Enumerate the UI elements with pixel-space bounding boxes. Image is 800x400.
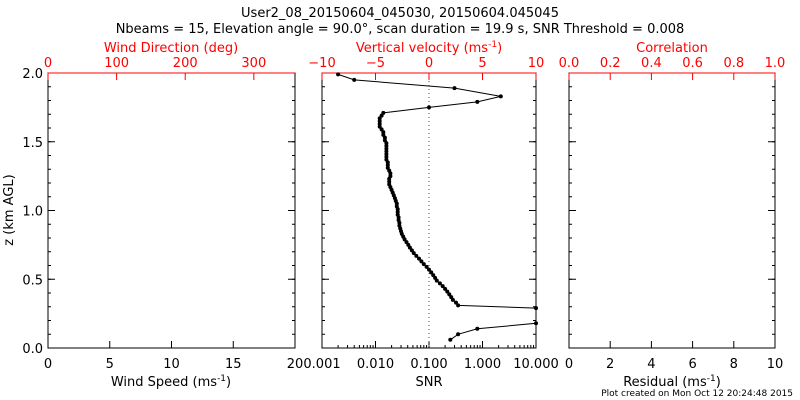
snr-data-point <box>417 256 421 261</box>
top-tick-label: 0.4 <box>641 56 662 71</box>
snr-data-point <box>534 306 538 311</box>
top-tick-label: −10 <box>308 56 335 71</box>
top-tick-label: 0 <box>44 56 52 71</box>
top-tick-label: 0.2 <box>600 56 621 71</box>
snr-data-point <box>427 105 431 110</box>
snr-data-point <box>384 143 389 148</box>
top-tick-label: 5 <box>478 56 486 71</box>
x-tick-label: 0.010 <box>357 357 394 372</box>
plot-subtitle: Nbeams = 15, Elevation angle = 90.0°, sc… <box>116 22 685 37</box>
snr-data-point <box>421 262 426 267</box>
x-tick-label: 1.000 <box>464 357 501 372</box>
plot-created-note: Plot created on Mon Oct 12 20:24:48 2015 <box>601 389 793 399</box>
snr-data-point <box>456 332 461 337</box>
x-tick-label: 20 <box>287 357 304 372</box>
snr-data-point <box>377 121 382 126</box>
snr-data-point <box>443 286 448 291</box>
snr-data-point <box>454 300 458 305</box>
snr-data-point <box>379 127 384 132</box>
vertical-velocity-axis-label: Vertical velocity (ms-1) <box>356 40 502 56</box>
snr-data-point <box>433 275 438 280</box>
snr-profile-line <box>337 73 537 341</box>
snr-data-point <box>475 326 480 331</box>
snr-data-point <box>448 337 453 342</box>
snr-data-point <box>381 132 386 137</box>
snr-data-point <box>475 99 480 104</box>
top-tick-label: 0 <box>425 56 433 71</box>
snr-data-point <box>437 281 442 286</box>
snr-data-point <box>419 259 424 264</box>
panel-residual: Correlation Residual (ms-1) <box>568 41 776 390</box>
top-tick-label: 10 <box>528 56 545 71</box>
top-tick-label: 0.8 <box>723 56 744 71</box>
x-tick-label: 6 <box>688 357 696 372</box>
snr-data-point <box>381 110 386 115</box>
snr-data-point <box>394 204 399 209</box>
x-tick-label: 2 <box>606 357 614 372</box>
snr-data-point <box>424 264 429 269</box>
panel-residual-frame <box>568 72 776 349</box>
snr-data-point <box>498 94 503 99</box>
snr-data-point <box>440 284 445 289</box>
plot-title: User2_08_20150604_045030, 20150604.04504… <box>241 6 559 21</box>
snr-data-point <box>456 303 461 308</box>
x-tick-label: 10.000 <box>513 357 559 372</box>
y-tick-label: 0.0 <box>22 342 43 357</box>
snr-data-point <box>534 321 538 326</box>
wind-direction-axis-label: Wind Direction (deg) <box>104 41 238 56</box>
snr-data-point <box>429 270 434 275</box>
snr-data-point <box>387 182 392 187</box>
snr-data-point <box>352 77 357 82</box>
top-tick-label: 1.0 <box>765 56 786 71</box>
snr-data-point <box>409 248 414 253</box>
x-tick-label: 0.100 <box>410 357 447 372</box>
snr-data-point <box>382 138 387 143</box>
y-tick-label: 2.0 <box>22 67 43 82</box>
panel-wind-frame <box>47 72 296 349</box>
x-tick-label: 0 <box>565 357 573 372</box>
x-tick-label: 15 <box>225 357 242 372</box>
top-tick-label: 0.0 <box>559 56 580 71</box>
wind-speed-axis-label: Wind Speed (ms-1) <box>111 374 231 390</box>
altitude-axis-label: z (km AGL) <box>2 174 17 245</box>
top-tick-label: 0.6 <box>682 56 703 71</box>
snr-axis-label: SNR <box>415 375 442 390</box>
x-tick-label: 10 <box>163 357 180 372</box>
snr-data-point <box>414 253 419 258</box>
x-tick-label: 5 <box>106 357 114 372</box>
y-tick-label: 1.0 <box>22 205 43 220</box>
panel-wind: Wind Direction (deg) Wind Speed (ms-1) z… <box>2 41 296 390</box>
snr-data-point <box>385 165 390 170</box>
snr-data-point <box>384 149 389 154</box>
top-tick-label: 200 <box>173 56 198 71</box>
snr-data-point <box>427 267 431 272</box>
x-tick-label: 10 <box>767 357 784 372</box>
snr-data-point <box>447 292 452 297</box>
correlation-axis-label: Correlation <box>636 41 708 56</box>
residual-axis-label: Residual (ms-1) <box>623 374 721 390</box>
top-tick-label: 100 <box>104 56 129 71</box>
x-tick-label: 0 <box>44 357 52 372</box>
y-tick-label: 0.5 <box>22 273 43 288</box>
top-tick-label: 300 <box>241 56 266 71</box>
top-tick-label: −5 <box>366 56 385 71</box>
snr-data-point <box>445 289 450 294</box>
snr-data-point <box>377 116 382 121</box>
x-tick-label: 0.001 <box>303 357 340 372</box>
x-tick-label: 8 <box>730 357 738 372</box>
y-tick-label: 1.5 <box>22 136 43 151</box>
snr-data-point <box>395 209 400 214</box>
snr-data-point <box>384 154 389 159</box>
snr-data-point <box>336 72 341 77</box>
x-tick-label: 4 <box>647 357 655 372</box>
snr-data-point <box>452 86 457 91</box>
